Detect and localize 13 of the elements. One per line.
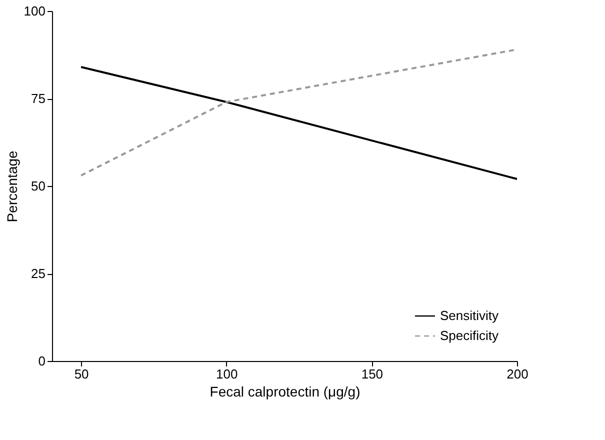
legend-label: Specificity bbox=[440, 328, 500, 343]
y-axis-title: Percentage bbox=[4, 150, 20, 222]
y-tick-label: 0 bbox=[38, 354, 46, 368]
y-tick-label: 75 bbox=[31, 91, 46, 106]
x-tick-label: 200 bbox=[506, 366, 528, 382]
x-tick-label: 150 bbox=[361, 366, 384, 382]
y-tick-label: 100 bbox=[24, 4, 46, 18]
x-axis-title: Fecal calprotectin (μg/g) bbox=[210, 384, 360, 400]
x-tick-label: 100 bbox=[216, 366, 238, 382]
legend-label: Sensitivity bbox=[440, 308, 500, 323]
y-tick-label: 25 bbox=[31, 266, 46, 281]
x-tick-label: 50 bbox=[74, 366, 89, 382]
y-tick-label: 50 bbox=[31, 178, 46, 194]
